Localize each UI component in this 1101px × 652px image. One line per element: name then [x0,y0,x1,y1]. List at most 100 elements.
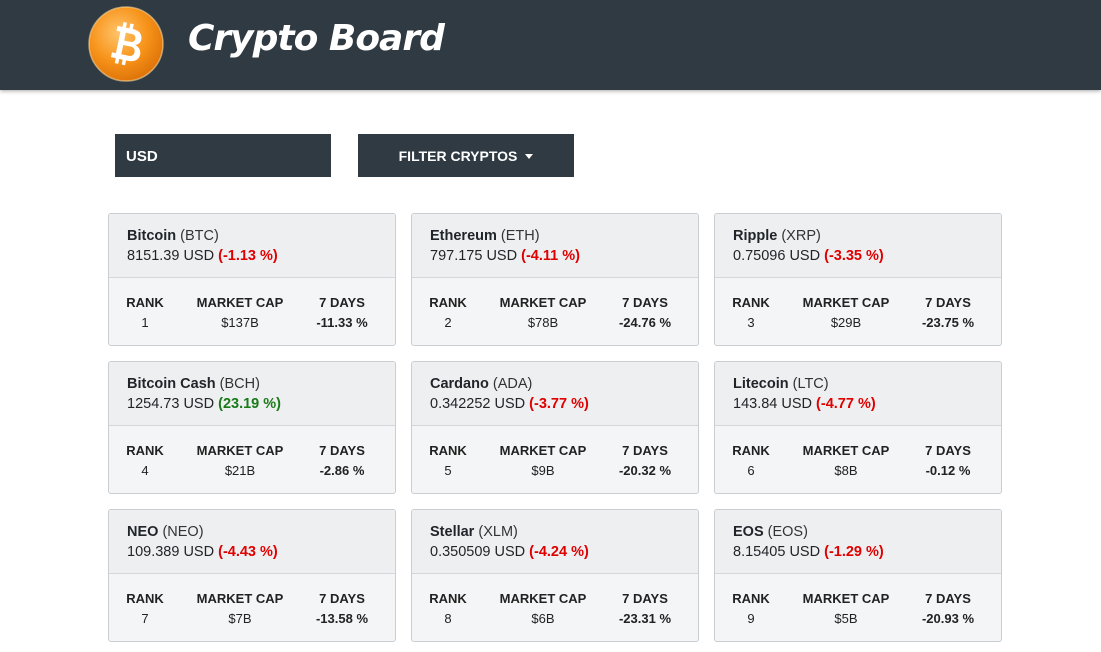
price-currency: USD [494,544,526,560]
seven-days-stat: 7 DAYS -20.93 % [905,591,991,626]
price-line: 0.75096 USD (-3.35 %) [733,248,1001,264]
card-header: Bitcoin (BTC) 8151.39 USD (-1.13 %) [109,214,395,278]
seven-days-value: -0.12 % [925,463,971,478]
seven-days-label: 7 DAYS [319,295,365,310]
coin-price: 8151.39 [127,248,180,264]
crypto-card: Bitcoin (BTC) 8151.39 USD (-1.13 %) RANK 1 M… [108,213,396,346]
market-cap-value: $5B [834,611,858,626]
price-change: (-4.24 %) [529,544,589,560]
coin-name: NEO [127,524,159,540]
seven-days-label: 7 DAYS [925,591,971,606]
card-stats: RANK 4 MARKET CAP $21B 7 DAYS -2.86 % [109,426,395,478]
market-cap-stat: MARKET CAP $8B [787,443,905,478]
seven-days-value: -23.75 % [921,315,975,330]
rank-value: 7 [141,611,149,626]
rank-value: 1 [141,315,149,330]
coin-name: Litecoin [733,376,789,392]
price-line: 1254.73 USD (23.19 %) [127,396,395,412]
card-header: EOS (EOS) 8.15405 USD (-1.29 %) [715,510,1001,574]
rank-value: 5 [444,463,452,478]
card-header: Cardano (ADA) 0.342252 USD (-3.77 %) [412,362,698,426]
market-cap-stat: MARKET CAP $78B [484,295,602,330]
price-currency: USD [183,248,215,264]
price-line: 797.175 USD (-4.11 %) [430,248,698,264]
coin-symbol: (XRP) [781,228,821,244]
rank-stat: RANK 8 [412,591,484,626]
rank-label: RANK [429,443,467,458]
coin-name: Cardano [430,376,489,392]
crypto-card: Cardano (ADA) 0.342252 USD (-3.77 %) RANK 5… [411,361,699,494]
price-change: (-1.13 %) [218,248,278,264]
rank-stat: RANK 6 [715,443,787,478]
coin-title: NEO (NEO) [127,524,395,540]
seven-days-stat: 7 DAYS -11.33 % [299,295,385,330]
seven-days-stat: 7 DAYS -2.86 % [299,443,385,478]
price-currency: USD [789,544,821,560]
seven-days-stat: 7 DAYS -13.58 % [299,591,385,626]
rank-label: RANK [732,295,770,310]
price-change: (-1.29 %) [824,544,884,560]
rank-label: RANK [429,295,467,310]
market-cap-label: MARKET CAP [499,295,587,310]
price-currency: USD [781,396,813,412]
filter-cryptos-label: FILTER CRYPTOS [398,147,518,164]
rank-stat: RANK 4 [109,443,181,478]
market-cap-label: MARKET CAP [499,443,587,458]
rank-label: RANK [732,443,770,458]
crypto-card: NEO (NEO) 109.389 USD (-4.43 %) RANK 7 MARKE… [108,509,396,642]
rank-label: RANK [126,591,164,606]
rank-stat: RANK 3 [715,295,787,330]
rank-stat: RANK 2 [412,295,484,330]
card-header: Ethereum (ETH) 797.175 USD (-4.11 %) [412,214,698,278]
market-cap-value: $8B [834,463,858,478]
market-cap-stat: MARKET CAP $9B [484,443,602,478]
seven-days-value: -13.58 % [315,611,369,626]
coin-symbol: (LTC) [792,376,829,392]
card-header: Ripple (XRP) 0.75096 USD (-3.35 %) [715,214,1001,278]
market-cap-label: MARKET CAP [196,443,284,458]
coin-price: 143.84 [733,396,778,412]
market-cap-value: $137B [221,315,259,330]
seven-days-label: 7 DAYS [622,591,668,606]
coin-price: 797.175 [430,248,483,264]
seven-days-label: 7 DAYS [925,295,971,310]
market-cap-stat: MARKET CAP $6B [484,591,602,626]
card-header: NEO (NEO) 109.389 USD (-4.43 %) [109,510,395,574]
seven-days-stat: 7 DAYS -0.12 % [905,443,991,478]
seven-days-stat: 7 DAYS -23.75 % [905,295,991,330]
seven-days-value: -24.76 % [618,315,672,330]
seven-days-stat: 7 DAYS -23.31 % [602,591,688,626]
rank-label: RANK [429,591,467,606]
price-change: (-4.11 %) [521,248,580,264]
card-stats: RANK 2 MARKET CAP $78B 7 DAYS -24.76 % [412,278,698,330]
coin-price: 0.342252 [430,396,491,412]
card-stats: RANK 6 MARKET CAP $8B 7 DAYS -0.12 % [715,426,1001,478]
coin-symbol: (ETH) [500,228,540,244]
market-cap-value: $9B [531,463,555,478]
coin-symbol: (XLM) [478,524,518,540]
crypto-card-grid: Bitcoin (BTC) 8151.39 USD (-1.13 %) RANK 1 M… [108,213,1002,642]
seven-days-value: -23.31 % [618,611,672,626]
bitcoin-logo-icon[interactable] [88,6,164,82]
market-cap-stat: MARKET CAP $137B [181,295,299,330]
crypto-card: Ethereum (ETH) 797.175 USD (-4.11 %) RANK 2… [411,213,699,346]
market-cap-label: MARKET CAP [802,443,890,458]
crypto-card: Ripple (XRP) 0.75096 USD (-3.35 %) RANK 3 MA… [714,213,1002,346]
card-stats: RANK 9 MARKET CAP $5B 7 DAYS -20.93 % [715,574,1001,626]
rank-value: 6 [747,463,755,478]
coin-price: 1254.73 [127,396,180,412]
seven-days-stat: 7 DAYS -24.76 % [602,295,688,330]
brand-title[interactable]: Crypto Board [188,18,445,59]
market-cap-label: MARKET CAP [499,591,587,606]
coin-symbol: (BTC) [180,228,219,244]
filter-cryptos-button[interactable]: FILTER CRYPTOS [358,134,574,177]
rank-value: 4 [141,463,149,478]
market-cap-value: $7B [228,611,252,626]
price-line: 0.342252 USD (-3.77 %) [430,396,698,412]
card-stats: RANK 5 MARKET CAP $9B 7 DAYS -20.32 % [412,426,698,478]
rank-value: 8 [444,611,452,626]
coin-name: EOS [733,524,764,540]
rank-label: RANK [732,591,770,606]
currency-select[interactable]: USD [115,134,331,177]
caret-down-icon [525,153,534,159]
